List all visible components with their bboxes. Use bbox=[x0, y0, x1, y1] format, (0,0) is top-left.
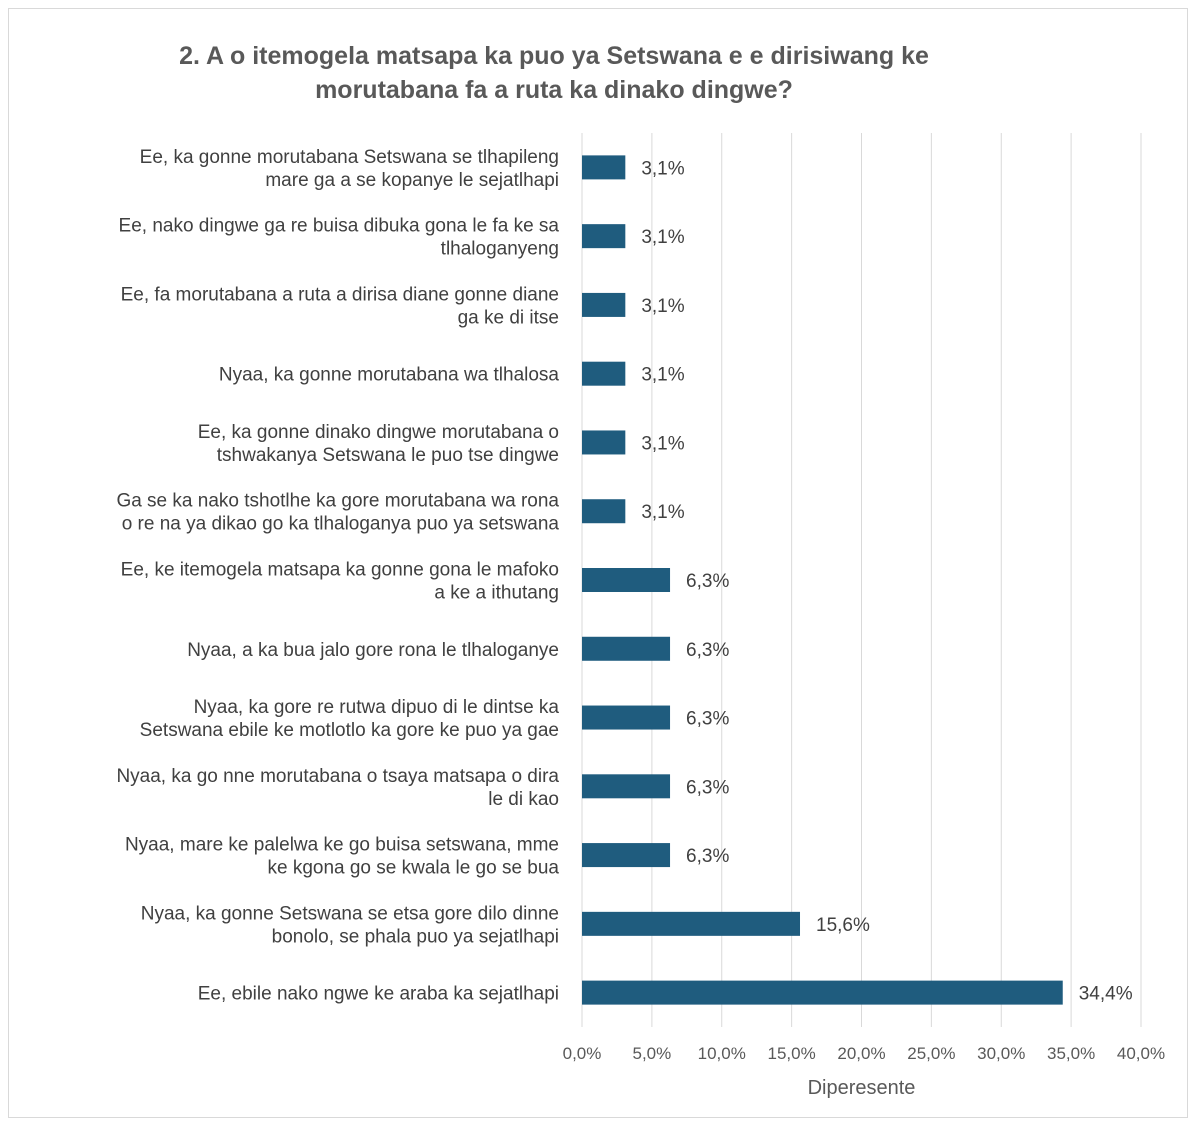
category-label: bonolo, se phala puo ya sejatlhapi bbox=[272, 926, 559, 947]
category-label: Nyaa, ka gonne morutabana wa tlhalosa bbox=[219, 365, 560, 386]
category-label: Ee, ke itemogela matsapa ka gonne gona l… bbox=[121, 560, 559, 581]
bar bbox=[582, 705, 671, 730]
category-label: Nyaa, ka gonne Setswana se etsa gore dil… bbox=[141, 903, 559, 924]
data-label: 6,3% bbox=[686, 571, 729, 592]
x-tick-label: 15,0% bbox=[768, 1044, 816, 1063]
data-label: 3,1% bbox=[641, 227, 684, 248]
x-tick-label: 30,0% bbox=[977, 1044, 1025, 1063]
data-label: 6,3% bbox=[686, 709, 729, 730]
bar bbox=[582, 980, 1063, 1005]
chart-title: 2. A o itemogela matsapa ka puo ya Setsw… bbox=[9, 39, 1099, 107]
category-label: Ee, fa morutabana a ruta a dirisa diane … bbox=[121, 284, 559, 305]
category-label: le di kao bbox=[488, 789, 559, 810]
category-label: Ee, ka gonne morutabana Setswana se tlha… bbox=[140, 147, 559, 168]
bar bbox=[582, 499, 626, 524]
data-label: 6,3% bbox=[686, 640, 729, 661]
data-label: 3,1% bbox=[641, 502, 684, 523]
bar bbox=[582, 292, 626, 317]
data-label: 3,1% bbox=[641, 433, 684, 454]
x-tick-label: 25,0% bbox=[907, 1044, 955, 1063]
x-tick-label: 5,0% bbox=[633, 1044, 672, 1063]
chart-area: 2. A o itemogela matsapa ka puo ya Setsw… bbox=[8, 8, 1188, 1118]
category-label: Nyaa, ka go nne morutabana o tsaya matsa… bbox=[116, 766, 559, 787]
data-label: 34,4% bbox=[1079, 984, 1133, 1005]
bar bbox=[582, 224, 626, 249]
x-tick-label: 10,0% bbox=[698, 1044, 746, 1063]
bar bbox=[582, 155, 626, 180]
category-label: ke kgona go se kwala le go se bua bbox=[267, 858, 559, 879]
x-tick-label: 40,0% bbox=[1117, 1044, 1165, 1063]
data-label: 3,1% bbox=[641, 296, 684, 317]
bar bbox=[582, 911, 801, 936]
bar bbox=[582, 774, 671, 799]
bar bbox=[582, 361, 626, 386]
category-label: Ee, ka gonne dinako dingwe morutabana o bbox=[198, 422, 559, 443]
data-label: 3,1% bbox=[641, 158, 684, 179]
data-label: 6,3% bbox=[686, 846, 729, 867]
category-label: ga ke di itse bbox=[458, 307, 559, 328]
category-label: Nyaa, ka gore re rutwa dipuo di le dints… bbox=[194, 697, 560, 718]
category-label: o re na ya dikao go ka tlhaloganya puo y… bbox=[122, 514, 560, 535]
bar bbox=[582, 636, 671, 661]
x-axis-title: Diperesente bbox=[808, 1077, 916, 1099]
bar bbox=[582, 843, 671, 868]
category-label: Ee, nako dingwe ga re buisa dibuka gona … bbox=[119, 216, 560, 237]
category-label: Ee, ebile nako ngwe ke araba ka sejatlha… bbox=[198, 984, 559, 1005]
category-label: Ga se ka nako tshotlhe ka gore morutaban… bbox=[116, 491, 559, 512]
chart-title-line-1: 2. A o itemogela matsapa ka puo ya Setsw… bbox=[179, 42, 929, 70]
bar bbox=[582, 430, 626, 455]
category-label: Nyaa, mare ke palelwa ke go buisa setswa… bbox=[125, 835, 559, 856]
chart-title-line-2: morutabana fa a ruta ka dinako dingwe? bbox=[315, 76, 793, 104]
bar bbox=[582, 568, 671, 592]
x-tick-label: 0,0% bbox=[563, 1044, 602, 1063]
data-label: 6,3% bbox=[686, 777, 729, 798]
data-label: 3,1% bbox=[641, 365, 684, 386]
category-label: a ke a ithutang bbox=[434, 583, 559, 604]
x-tick-label: 35,0% bbox=[1047, 1044, 1095, 1063]
category-label: tshwakanya Setswana le puo tse dingwe bbox=[217, 445, 559, 466]
category-label: mare ga a se kopanye le sejatlhapi bbox=[265, 170, 559, 191]
data-label: 15,6% bbox=[816, 915, 870, 936]
category-label: tlhaloganyeng bbox=[441, 239, 559, 260]
x-tick-label: 20,0% bbox=[837, 1044, 885, 1063]
bar-chart-plot: 3,1% Ee, ka gonne morutabana Setswana se … bbox=[116, 133, 1165, 1099]
category-label: Setswana ebile ke motlotlo ka gore ke pu… bbox=[140, 720, 559, 741]
category-label: Nyaa, a ka bua jalo gore rona le tlhalog… bbox=[187, 640, 559, 661]
